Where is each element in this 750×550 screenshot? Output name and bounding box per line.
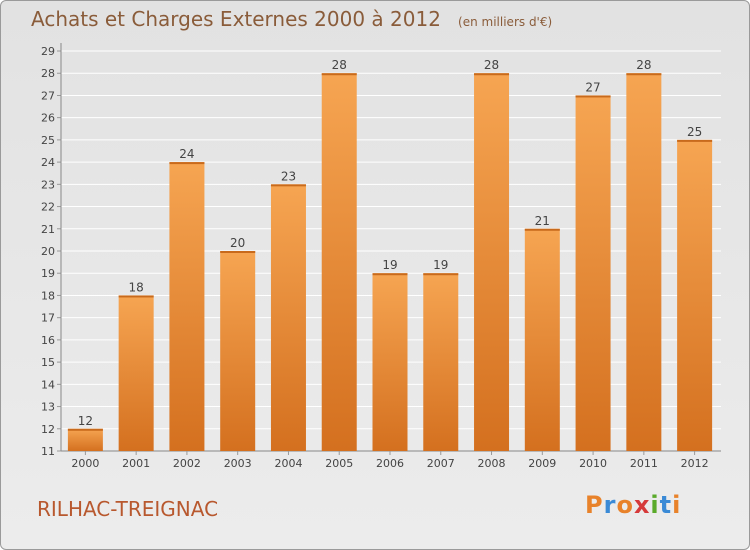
logo-letter: i: [672, 491, 682, 519]
bar-2007: [423, 273, 459, 451]
data-label: 25: [687, 125, 702, 139]
logo-letter: t: [659, 491, 673, 519]
bar-top-edge-2007: [423, 273, 459, 276]
xtick-label: 2001: [122, 457, 150, 470]
logo-letter: P: [585, 491, 604, 519]
ytick-label: 14: [41, 378, 55, 391]
data-label: 19: [382, 258, 397, 272]
logo-letter: o: [616, 491, 634, 519]
data-label: 20: [230, 236, 245, 250]
data-label: 28: [484, 58, 499, 72]
bar-top-edge-2004: [270, 184, 306, 187]
commune-name: RILHAC-TREIGNAC: [37, 497, 219, 521]
data-label: 28: [332, 58, 347, 72]
ytick-label: 15: [41, 356, 55, 369]
xtick-label: 2004: [274, 457, 302, 470]
ytick-label: 29: [41, 45, 55, 58]
data-label: 12: [78, 414, 93, 428]
data-label: 24: [179, 147, 194, 161]
proxiti-logo: Proxiti: [585, 491, 681, 519]
bar-top-edge-2003: [220, 251, 256, 253]
ytick-label: 20: [41, 245, 55, 258]
ytick-label: 23: [41, 178, 55, 191]
ytick-label: 18: [41, 289, 55, 302]
bar-top-edge-2002: [169, 162, 205, 165]
xtick-label: 2006: [376, 457, 404, 470]
bar-2004: [270, 184, 306, 452]
bar-top-edge-2009: [524, 228, 560, 231]
ytick-label: 17: [41, 312, 55, 325]
bar-top-edge-2010: [575, 95, 611, 98]
bar-top-edge-2012: [677, 139, 713, 142]
data-label: 18: [129, 280, 144, 294]
bar-2003: [220, 251, 256, 451]
data-label: 21: [535, 214, 550, 228]
data-label: 28: [636, 58, 651, 72]
bar-2006: [372, 273, 408, 451]
xtick-label: 2003: [224, 457, 252, 470]
ytick-label: 21: [41, 223, 55, 236]
xtick-label: 2008: [478, 457, 506, 470]
bar-2000: [67, 428, 103, 451]
ytick-label: 16: [41, 334, 55, 347]
bar-top-edge-2011: [626, 73, 662, 76]
chart-title: Achats et Charges Externes 2000 à 2012: [31, 7, 441, 31]
bar-top-edge-2008: [474, 73, 510, 76]
ytick-label: 22: [41, 201, 55, 214]
data-label: 27: [585, 80, 600, 94]
bar-top-edge-2001: [118, 295, 154, 298]
bar-2005: [321, 73, 357, 451]
xtick-label: 2007: [427, 457, 455, 470]
bar-2009: [524, 228, 560, 451]
logo-letter: i: [650, 491, 660, 519]
logo-letter: r: [603, 491, 617, 519]
ytick-label: 24: [41, 156, 55, 169]
ytick-label: 19: [41, 267, 55, 280]
xtick-label: 2011: [630, 457, 658, 470]
xtick-label: 2010: [579, 457, 607, 470]
data-label: 19: [433, 258, 448, 272]
ytick-label: 28: [41, 67, 55, 80]
title-row: Achats et Charges Externes 2000 à 2012 (…: [31, 7, 552, 31]
ytick-label: 11: [41, 445, 55, 458]
ytick-label: 13: [41, 401, 55, 414]
xtick-label: 2005: [325, 457, 353, 470]
bar-2010: [575, 95, 611, 451]
xtick-label: 2012: [681, 457, 709, 470]
bar-2002: [169, 162, 205, 451]
bar-top-edge-2000: [67, 428, 103, 431]
logo-letter: x: [633, 491, 651, 519]
xtick-label: 2009: [528, 457, 556, 470]
bar-2008: [474, 73, 510, 451]
bar-2012: [677, 139, 713, 451]
bar-top-edge-2006: [372, 273, 408, 276]
xtick-label: 2000: [71, 457, 99, 470]
bars-layer: [67, 73, 713, 452]
bar-top-edge-2005: [321, 73, 357, 76]
ytick-label: 27: [41, 89, 55, 102]
bar-2001: [118, 295, 154, 451]
ytick-label: 26: [41, 112, 55, 125]
chart-unit: (en milliers d'€): [458, 15, 553, 29]
labels-layer: 11 12 13 14 15 16 17 18 19 20 21 22 23 24 25 26 27 28 29 12…: [41, 45, 709, 470]
data-label: 23: [281, 169, 296, 183]
ytick-label: 12: [41, 423, 55, 436]
xtick-label: 2002: [173, 457, 201, 470]
ytick-label: 25: [41, 134, 55, 147]
bar-2011: [626, 73, 662, 451]
